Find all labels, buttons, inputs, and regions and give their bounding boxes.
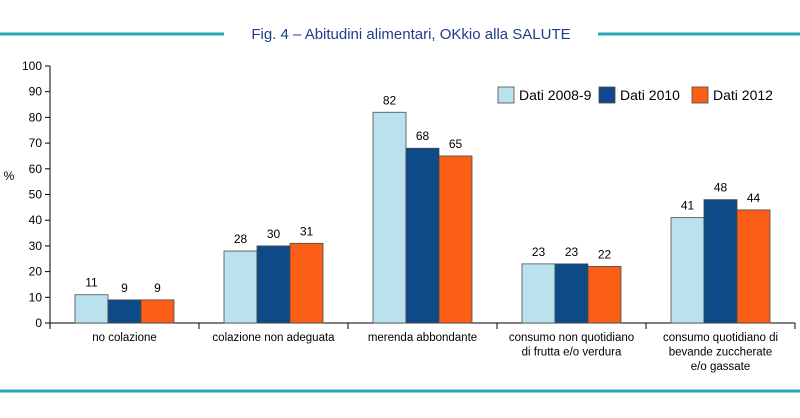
legend-swatch	[691, 86, 709, 104]
y-tick-label: 10	[29, 290, 43, 304]
x-category-label: merenda abbondante	[368, 332, 477, 344]
bar-value-label: 41	[681, 199, 695, 213]
legend-entry: Dati 2012	[713, 87, 773, 103]
x-category-label: di frutta e/o verdura	[522, 347, 622, 359]
bar	[438, 155, 473, 324]
bar-value-label: 23	[565, 245, 579, 259]
bar	[107, 299, 142, 324]
legend-entry: Dati 2008-9	[519, 87, 592, 103]
bar	[703, 199, 738, 324]
legend-entry: Dati 2010	[620, 87, 680, 103]
bar	[372, 111, 407, 324]
x-category-label: no colazione	[92, 332, 157, 344]
legend-swatch	[497, 86, 515, 104]
bar-value-label: 9	[121, 281, 128, 295]
chart-title: Fig. 4 – Abitudini alimentari, OKkio all…	[251, 26, 570, 43]
x-category-label: e/o gassate	[691, 361, 750, 373]
bar-value-label: 44	[747, 191, 761, 205]
bar	[289, 242, 324, 324]
x-category-label: colazione non adeguata	[212, 332, 335, 344]
y-tick-label: 50	[29, 188, 43, 202]
y-tick-label: 0	[35, 316, 42, 330]
bar	[256, 245, 291, 324]
bar	[554, 263, 589, 324]
x-category-label: bevande zuccherate	[669, 347, 773, 359]
x-category-label: consumo quotidiano di	[663, 332, 778, 344]
bar-value-label: 65	[449, 137, 463, 151]
y-tick-label: 40	[29, 213, 43, 227]
y-tick-label: 90	[29, 85, 43, 99]
bar-value-label: 30	[267, 227, 281, 241]
chart-categories: no colazione colazione non adeguata merend…	[92, 332, 778, 373]
bar-value-label: 48	[714, 181, 728, 195]
bar-value-label: 31	[300, 224, 314, 238]
bar	[405, 147, 440, 324]
y-tick-label: 60	[29, 162, 43, 176]
chart-legend: Dati 2008-9 Dati 2010 Dati 2012	[497, 86, 773, 104]
y-axis-label: %	[4, 169, 15, 183]
legend-swatch	[598, 86, 616, 104]
bar	[140, 299, 175, 324]
bar	[670, 217, 705, 324]
y-tick-label: 20	[29, 265, 43, 279]
bar-value-label: 28	[234, 232, 248, 246]
bar	[74, 294, 109, 324]
bar-value-label: 23	[532, 245, 546, 259]
bar	[521, 263, 556, 324]
bar-value-label: 11	[85, 276, 98, 290]
y-tick-label: 70	[29, 136, 43, 150]
bar	[736, 209, 771, 324]
chart-bars: 11 9 9 28 30 31 82 68 65 23 23 22 41 48 44	[74, 93, 771, 324]
y-tick-label: 100	[22, 59, 42, 73]
bar-value-label: 68	[416, 129, 430, 143]
bar	[587, 266, 622, 324]
bar-value-label: 22	[598, 247, 612, 261]
y-tick-label: 80	[29, 110, 43, 124]
bar-value-label: 82	[383, 93, 397, 107]
y-tick-label: 30	[29, 239, 43, 253]
x-category-label: consumo non quotidiano	[509, 332, 634, 344]
bar-value-label: 9	[154, 281, 161, 295]
bar	[223, 250, 258, 324]
